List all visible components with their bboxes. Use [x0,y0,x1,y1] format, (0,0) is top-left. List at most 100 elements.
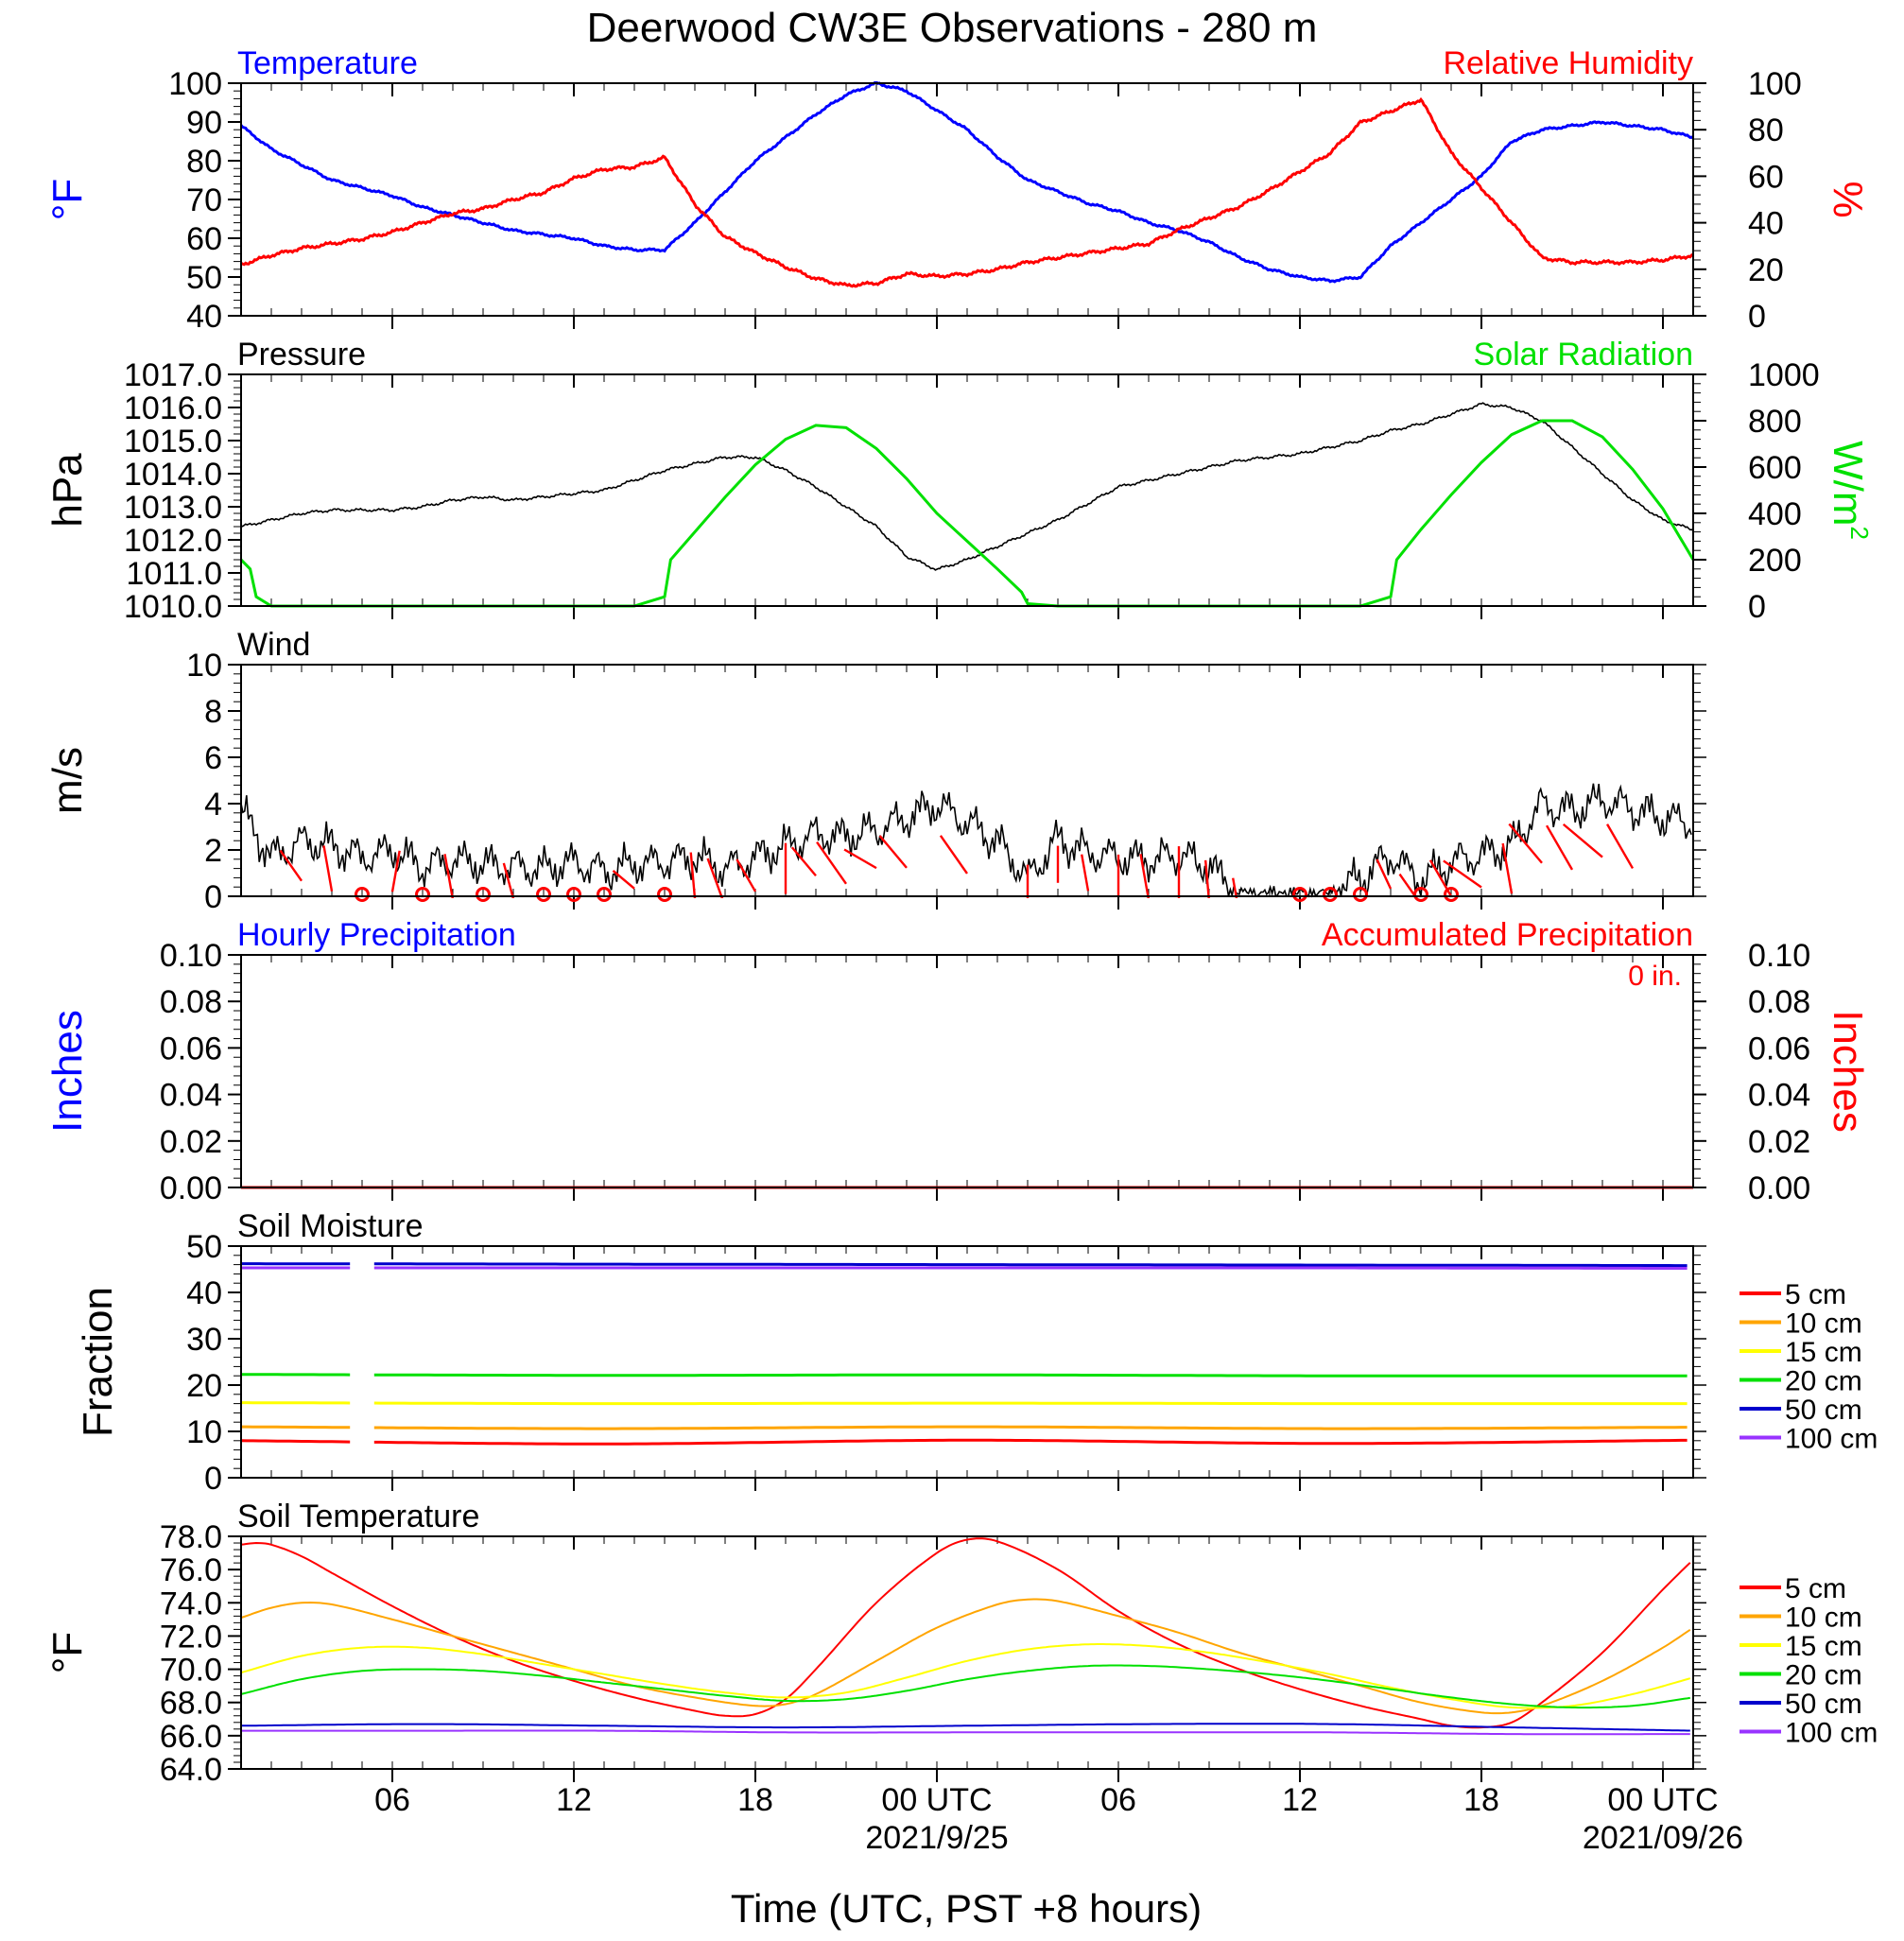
legend-label: 100 cm [1785,1424,1878,1455]
y-tick-label-left: 2 [204,833,222,869]
y-tick-label-left: 0 [204,1461,222,1497]
y-axis-label-right: W/m2 [1825,441,1874,540]
y-tick-label-left: 20 [186,1368,222,1404]
panel-title-left: Soil Moisture [237,1208,424,1244]
panel-precip: 0.00 0.02 0.04 0.06 0.08 0.10 0.00 0.02 0.04 0.06… [44,917,1871,1206]
y-tick-label-left: 70 [186,182,222,218]
series-10-cm [241,1598,1691,1715]
series-50-cm [241,1262,1688,1268]
y-tick-label-left: 6 [204,740,222,776]
y-tick-label-left: 68.0 [160,1686,222,1722]
panel-frame [240,82,1694,317]
wind-barb [1443,859,1482,889]
time-minor-ticks [240,374,1694,606]
y-axis-label-left: m/s [44,747,91,814]
series-10-cm [241,1425,1688,1430]
y-tick-label-left: 30 [186,1322,222,1358]
y-tick-label-right: 0.04 [1748,1078,1810,1114]
wind-barb [612,869,635,890]
time-tick-date-label: 2021/09/26 [1583,1820,1743,1856]
y-tick-label-left: 4 [204,787,222,823]
time-tick-date-label: 2021/9/25 [865,1820,1008,1856]
panel-frame [240,1535,1694,1770]
panel-frame [240,1245,1694,1479]
y-tick-label-right: 40 [1748,206,1784,242]
y-tick-label-right: 0.08 [1748,984,1810,1020]
wind-barb [1562,823,1603,858]
y-tick-label-left: 0.00 [160,1170,222,1206]
panel-title-right: Accumulated Precipitation [1322,917,1693,953]
y-tick-label-left: 70.0 [160,1653,222,1689]
x-axis-label: Time (UTC, PST +8 hours) [731,1886,1202,1931]
y-tick-label-right: 200 [1748,543,1802,579]
panel-title-left: Soil Temperature [237,1499,479,1534]
time-tick-label: 12 [1282,1782,1318,1818]
y-tick-label-left: 72.0 [160,1619,222,1655]
y-tick-label-right: 600 [1748,450,1802,486]
y-tick-label-left: 1016.0 [124,390,222,426]
time-tick-label: 06 [374,1782,410,1818]
wind-barb [939,835,968,875]
wind-barb [443,854,454,898]
series-solar-radiation [241,419,1693,608]
y-tick-label-left: 0.08 [160,984,222,1020]
chart-title: Deerwood CW3E Observations - 280 m [587,5,1318,51]
y-tick-label-left: 0.04 [160,1078,222,1114]
panel-wind: 0 2 4 6 8 10 Wind m/s [44,627,1706,915]
y-tick-label-left: 78.0 [160,1519,222,1555]
legend-label: 10 cm [1785,1308,1862,1340]
wind-barb [736,858,757,893]
panel-frame [240,664,1694,897]
y-tick-label-right: 60 [1748,159,1784,195]
plot-area [241,1537,1691,1736]
wind-barb [1501,842,1514,894]
y-tick-label-left: 0.10 [160,938,222,974]
calm-marker [657,887,672,902]
wind-barb [790,846,817,877]
series-5-cm [241,1438,1688,1446]
calm-marker [1353,887,1368,902]
y-tick-label-left: 50 [186,260,222,296]
series-15-cm [241,1401,1688,1406]
panel-soil_temp: 64.066.068.070.072.074.076.078.0 Soil Tem… [44,1499,1878,1788]
wind-barb [878,835,908,869]
time-tick-label: 18 [737,1782,773,1818]
y-tick-label-left: 1012.0 [124,523,222,559]
y-tick-label-left: 1010.0 [124,589,222,625]
plot-area [241,783,1692,898]
y-tick-label-left: 1014.0 [124,457,222,493]
y-tick-label-right: 400 [1748,496,1802,532]
series-15-cm [241,1643,1691,1709]
y-tick-label-left: 74.0 [160,1586,222,1621]
legend-label: 50 cm [1785,1395,1862,1426]
wind-barb [1508,823,1543,864]
panel-title-left: Temperature [237,45,418,81]
time-minor-ticks [240,1536,1694,1769]
calm-markers [355,887,1459,902]
y-tick-label-right: 0.10 [1748,938,1810,974]
y-tick-label-right: 100 [1748,66,1802,102]
series-20-cm [241,1373,1688,1378]
y-tick-label-right: 0 [1748,589,1766,625]
legend-label: 20 cm [1785,1660,1862,1691]
data-gap [350,1247,374,1477]
time-tick-label: 06 [1100,1782,1136,1818]
time-minor-ticks [240,665,1694,896]
time-tick-label: 00 UTC [881,1782,992,1818]
y-tick-label-right: 80 [1748,113,1784,148]
y-axis-label-left: °F [44,1632,91,1673]
panel-pressure_solar: 1010.01011.01012.01013.01014.01015.01016… [44,337,1874,625]
calm-marker [1444,887,1459,902]
precip-total-label: 0 in. [1628,961,1682,992]
y-tick-label-left: 1015.0 [124,424,222,459]
plot-area [241,81,1693,288]
legend-label: 15 cm [1785,1337,1862,1368]
wind-barb [1139,854,1150,898]
y-tick-label-left: 40 [186,1275,222,1311]
panel-title-right: Relative Humidity [1443,45,1693,81]
panel-title-left: Wind [237,627,310,663]
panel-title-right: Solar Radiation [1474,337,1693,373]
